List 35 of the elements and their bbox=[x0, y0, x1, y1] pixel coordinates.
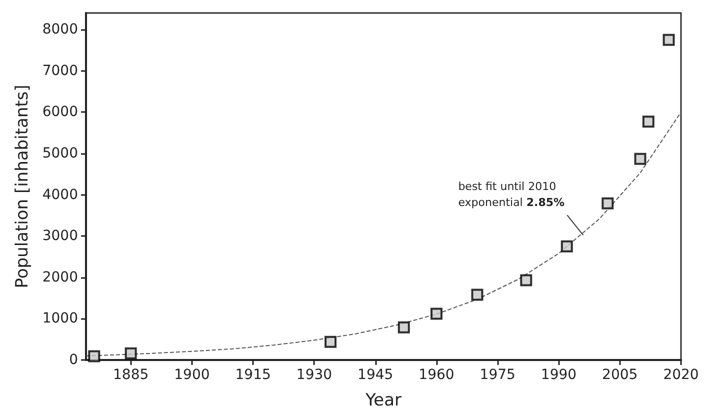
x-tick-label: 1900 bbox=[174, 367, 210, 383]
point bbox=[662, 34, 675, 46]
point bbox=[634, 152, 646, 165]
x-tick-label: 1975 bbox=[480, 367, 516, 383]
x-tick-label: 2020 bbox=[663, 367, 699, 383]
y-tick-label: 5000 bbox=[42, 145, 78, 162]
y-tick-label: 4000 bbox=[42, 186, 78, 203]
line-series bbox=[86, 112, 682, 356]
y-axis-title: Population [inhabitants] bbox=[12, 84, 32, 288]
point bbox=[520, 274, 532, 286]
point bbox=[602, 197, 614, 210]
point bbox=[430, 308, 442, 320]
point bbox=[124, 347, 137, 360]
y-tick-label: 0 bbox=[69, 352, 78, 368]
point bbox=[324, 336, 337, 348]
point bbox=[560, 240, 573, 252]
x-tick-label: 1930 bbox=[296, 367, 332, 383]
x-tick-label: 1990 bbox=[540, 367, 577, 383]
y-tick-label: 3000 bbox=[42, 228, 78, 244]
x-tick-label: 2005 bbox=[602, 367, 638, 383]
y-tick-label: 2000 bbox=[42, 269, 78, 286]
y-tick-label: 8000 bbox=[42, 22, 78, 38]
point bbox=[88, 350, 100, 362]
y-tick-label: 1000 bbox=[42, 310, 78, 327]
point bbox=[642, 116, 654, 128]
annotation: best fit until 2010 exponential 2.85% bbox=[458, 180, 565, 210]
y-tick-label: 6000 bbox=[42, 104, 78, 120]
x-tick-label: 1915 bbox=[235, 367, 271, 383]
y-tick-label: 7000 bbox=[42, 62, 78, 79]
x-axis-title: Year bbox=[364, 390, 402, 410]
x-tick-label: 1960 bbox=[418, 367, 454, 383]
point bbox=[398, 321, 410, 334]
x-tick-label: 1885 bbox=[113, 367, 149, 383]
x-tick-label: 1945 bbox=[358, 367, 394, 383]
point bbox=[471, 288, 484, 301]
